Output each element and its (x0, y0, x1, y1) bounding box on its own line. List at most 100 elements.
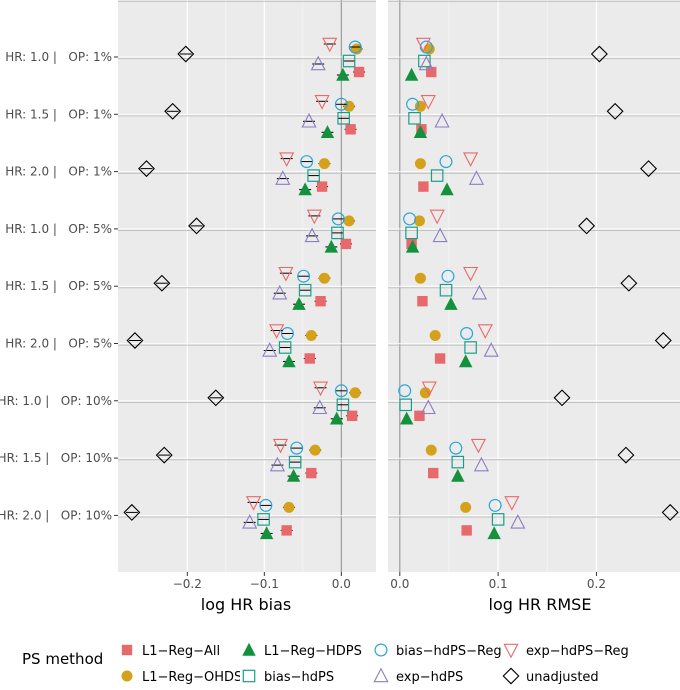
point-exp-hdps-reg-bias (312, 381, 329, 397)
point-l1-reg-hdps-rmse (399, 411, 414, 425)
point-exp-hdps-reg-rmse (462, 152, 479, 167)
point-l1-reg-all-bias (345, 124, 356, 135)
point-l1-reg-all-rmse (417, 296, 428, 307)
point-l1-reg-hdps-bias (298, 182, 312, 196)
point-l1-reg-all-bias (304, 353, 315, 364)
point-exp-hdps-bias (269, 456, 286, 472)
legend-label-bias-hdps: bias−hdPS (264, 670, 334, 685)
x-tick-label: 0.0 (390, 577, 409, 591)
legend-label-unadjusted: unadjusted (526, 670, 599, 685)
point-bias-hdps-reg-bias (297, 269, 311, 283)
grid-lines (118, 0, 680, 572)
point-bias-hdps-rmse (439, 283, 453, 297)
point-exp-hdps-reg-bias (306, 209, 322, 225)
point-unadjusted-bias (126, 332, 144, 349)
point-l1-reg-ohdsi-rmse (460, 501, 472, 513)
point-bias-hdps-bias (257, 513, 270, 526)
row-label: HR: 1.5 | OP: 10% (0, 451, 112, 465)
point-l1-reg-ohdsi-bias (318, 272, 330, 284)
point-exp-hdps-rmse (420, 399, 436, 415)
point-exp-hdps-rmse (434, 112, 450, 128)
point-unadjusted-rmse (590, 45, 608, 63)
point-l1-reg-ohdsi-rmse (414, 100, 426, 112)
point-unadjusted-rmse (654, 332, 672, 349)
point-l1-reg-hdps-bias (324, 239, 339, 253)
point-l1-reg-all-bias (340, 238, 352, 250)
point-bias-hdps-reg-rmse (439, 155, 453, 169)
point-l1-reg-ohdsi-rmse (414, 272, 426, 284)
point-unadjusted-rmse (606, 102, 624, 120)
point-l1-reg-ohdsi-rmse (429, 330, 441, 341)
point-exp-hdps-reg-rmse (415, 37, 431, 53)
point-unadjusted-bias (155, 446, 173, 464)
point-exp-hdps-reg-bias (278, 266, 294, 282)
point-exp-hdps-reg-bias (279, 152, 295, 167)
point-exp-hdps-rmse (510, 514, 526, 529)
point-l1-reg-all-rmse (434, 353, 446, 364)
legend-key-l1-reg-ohdsi (121, 670, 133, 682)
point-unadjusted-bias (188, 217, 206, 235)
point-l1-reg-ohdsi-bias (349, 387, 361, 399)
point-l1-reg-all-bias (346, 410, 358, 421)
point-l1-reg-hdps-rmse (440, 182, 454, 196)
row-label: HR: 2.0 | OP: 5% (5, 337, 112, 351)
point-bias-hdps-rmse (418, 54, 431, 68)
point-l1-reg-hdps-bias (259, 526, 274, 540)
legend-key-bias-hdps (242, 669, 256, 683)
x-tick-label: −0.2 (173, 577, 202, 591)
point-bias-hdps-bias (331, 226, 344, 240)
point-l1-reg-all-rmse (426, 66, 437, 78)
point-bias-hdps-reg-bias (300, 155, 314, 169)
point-l1-reg-all-bias (306, 467, 317, 479)
point-exp-hdps-reg-rmse (470, 438, 487, 454)
point-bias-hdps-reg-bias (290, 441, 304, 455)
point-bias-hdps-reg-bias (334, 97, 348, 111)
point-exp-hdps-reg-rmse (429, 209, 445, 225)
point-l1-reg-ohdsi-rmse (414, 158, 426, 170)
legend-key-background (240, 667, 258, 685)
data-marks (123, 37, 679, 540)
point-l1-reg-ohdsi-rmse (413, 215, 425, 227)
point-bias-hdps-bias (336, 398, 350, 412)
legend-label-bias-hdps-reg: bias−hdPS−Reg (396, 644, 502, 659)
point-l1-reg-ohdsi-bias (305, 330, 317, 341)
point-exp-hdps-rmse (432, 227, 448, 243)
point-exp-hdps-reg-rmse (420, 95, 436, 110)
point-bias-hdps-rmse (430, 169, 444, 182)
point-unadjusted-rmse (617, 446, 635, 464)
legend-key-l1-reg-all (121, 644, 133, 656)
legend-key-l1-reg-hdps (242, 642, 256, 656)
x-axis-label-rmse: log HR RMSE (489, 595, 592, 614)
legend-key-unadjusted (502, 667, 520, 685)
point-l1-reg-all-rmse (414, 410, 425, 421)
point-l1-reg-all-rmse (428, 467, 439, 479)
point-exp-hdps-bias (272, 284, 288, 300)
legend-label-exp-hdps: exp−hdPS (396, 670, 463, 685)
point-l1-reg-all-rmse (418, 181, 429, 192)
point-bias-hdps-reg-bias (331, 212, 345, 226)
point-l1-reg-ohdsi-rmse (425, 444, 437, 456)
point-exp-hdps-bias (304, 227, 320, 243)
point-exp-hdps-bias (312, 399, 328, 415)
point-exp-hdps-bias (262, 342, 278, 357)
point-bias-hdps-reg-bias (348, 40, 362, 54)
point-unadjusted-bias (153, 274, 171, 292)
point-l1-reg-all-bias (281, 525, 292, 536)
axis-ticks: −0.2 −0.1 0.0 0.0 0.1 0.2 (114, 56, 606, 591)
point-l1-reg-hdps-rmse (405, 239, 420, 253)
point-bias-hdps-bias (307, 169, 320, 182)
legend-key-exp-hdps-reg (503, 643, 519, 659)
x-axis-label-bias: log HR bias (201, 595, 291, 614)
point-exp-hdps-bias (301, 112, 317, 128)
point-l1-reg-ohdsi-bias (283, 501, 295, 513)
point-exp-hdps-rmse (468, 170, 485, 185)
point-exp-hdps-bias (310, 55, 326, 71)
legend-key-background (502, 667, 520, 685)
point-unadjusted-bias (138, 160, 155, 178)
legend-key-exp-hdps (373, 667, 389, 683)
point-unadjusted-bias (207, 389, 225, 407)
point-unadjusted-bias (123, 503, 141, 521)
point-l1-reg-ohdsi-bias (318, 158, 330, 170)
point-bias-hdps-reg-rmse (406, 97, 420, 111)
legend-key-background (372, 667, 390, 685)
